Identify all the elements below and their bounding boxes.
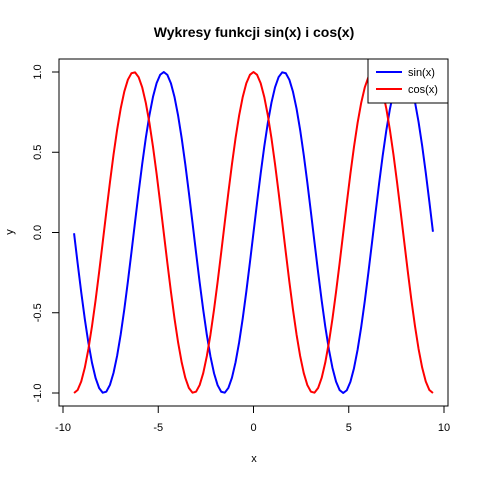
x-tick-label: 0 xyxy=(250,422,256,434)
x-tick-label: -10 xyxy=(55,422,71,434)
y-tick-label: 0.5 xyxy=(32,145,44,160)
chart-title: Wykresy funkcji sin(x) i cos(x) xyxy=(154,24,354,40)
y-tick-label: 0.0 xyxy=(32,225,44,240)
series-layer xyxy=(73,71,434,394)
x-tick-label: 5 xyxy=(346,422,352,434)
legend-entry-label: sin(x) xyxy=(408,67,435,79)
legend: sin(x) cos(x) xyxy=(367,58,449,104)
x-axis: -10 -5 0 5 10 xyxy=(55,405,450,434)
x-tick-label: -5 xyxy=(153,422,163,434)
y-tick-label: 1.0 xyxy=(32,64,44,79)
y-axis: -1.0 -0.5 0.0 0.5 1.0 xyxy=(32,64,60,403)
x-axis-label: x xyxy=(251,453,257,465)
series-line-sin xyxy=(73,71,434,394)
plot-area-frame xyxy=(58,58,449,407)
legend-box xyxy=(367,58,449,104)
x-tick-label: 10 xyxy=(438,422,450,434)
y-tick-label: -0.5 xyxy=(32,303,44,322)
y-axis-label: y xyxy=(4,229,16,235)
legend-entry-label: cos(x) xyxy=(408,84,438,96)
y-tick-label: -1.0 xyxy=(32,384,44,403)
